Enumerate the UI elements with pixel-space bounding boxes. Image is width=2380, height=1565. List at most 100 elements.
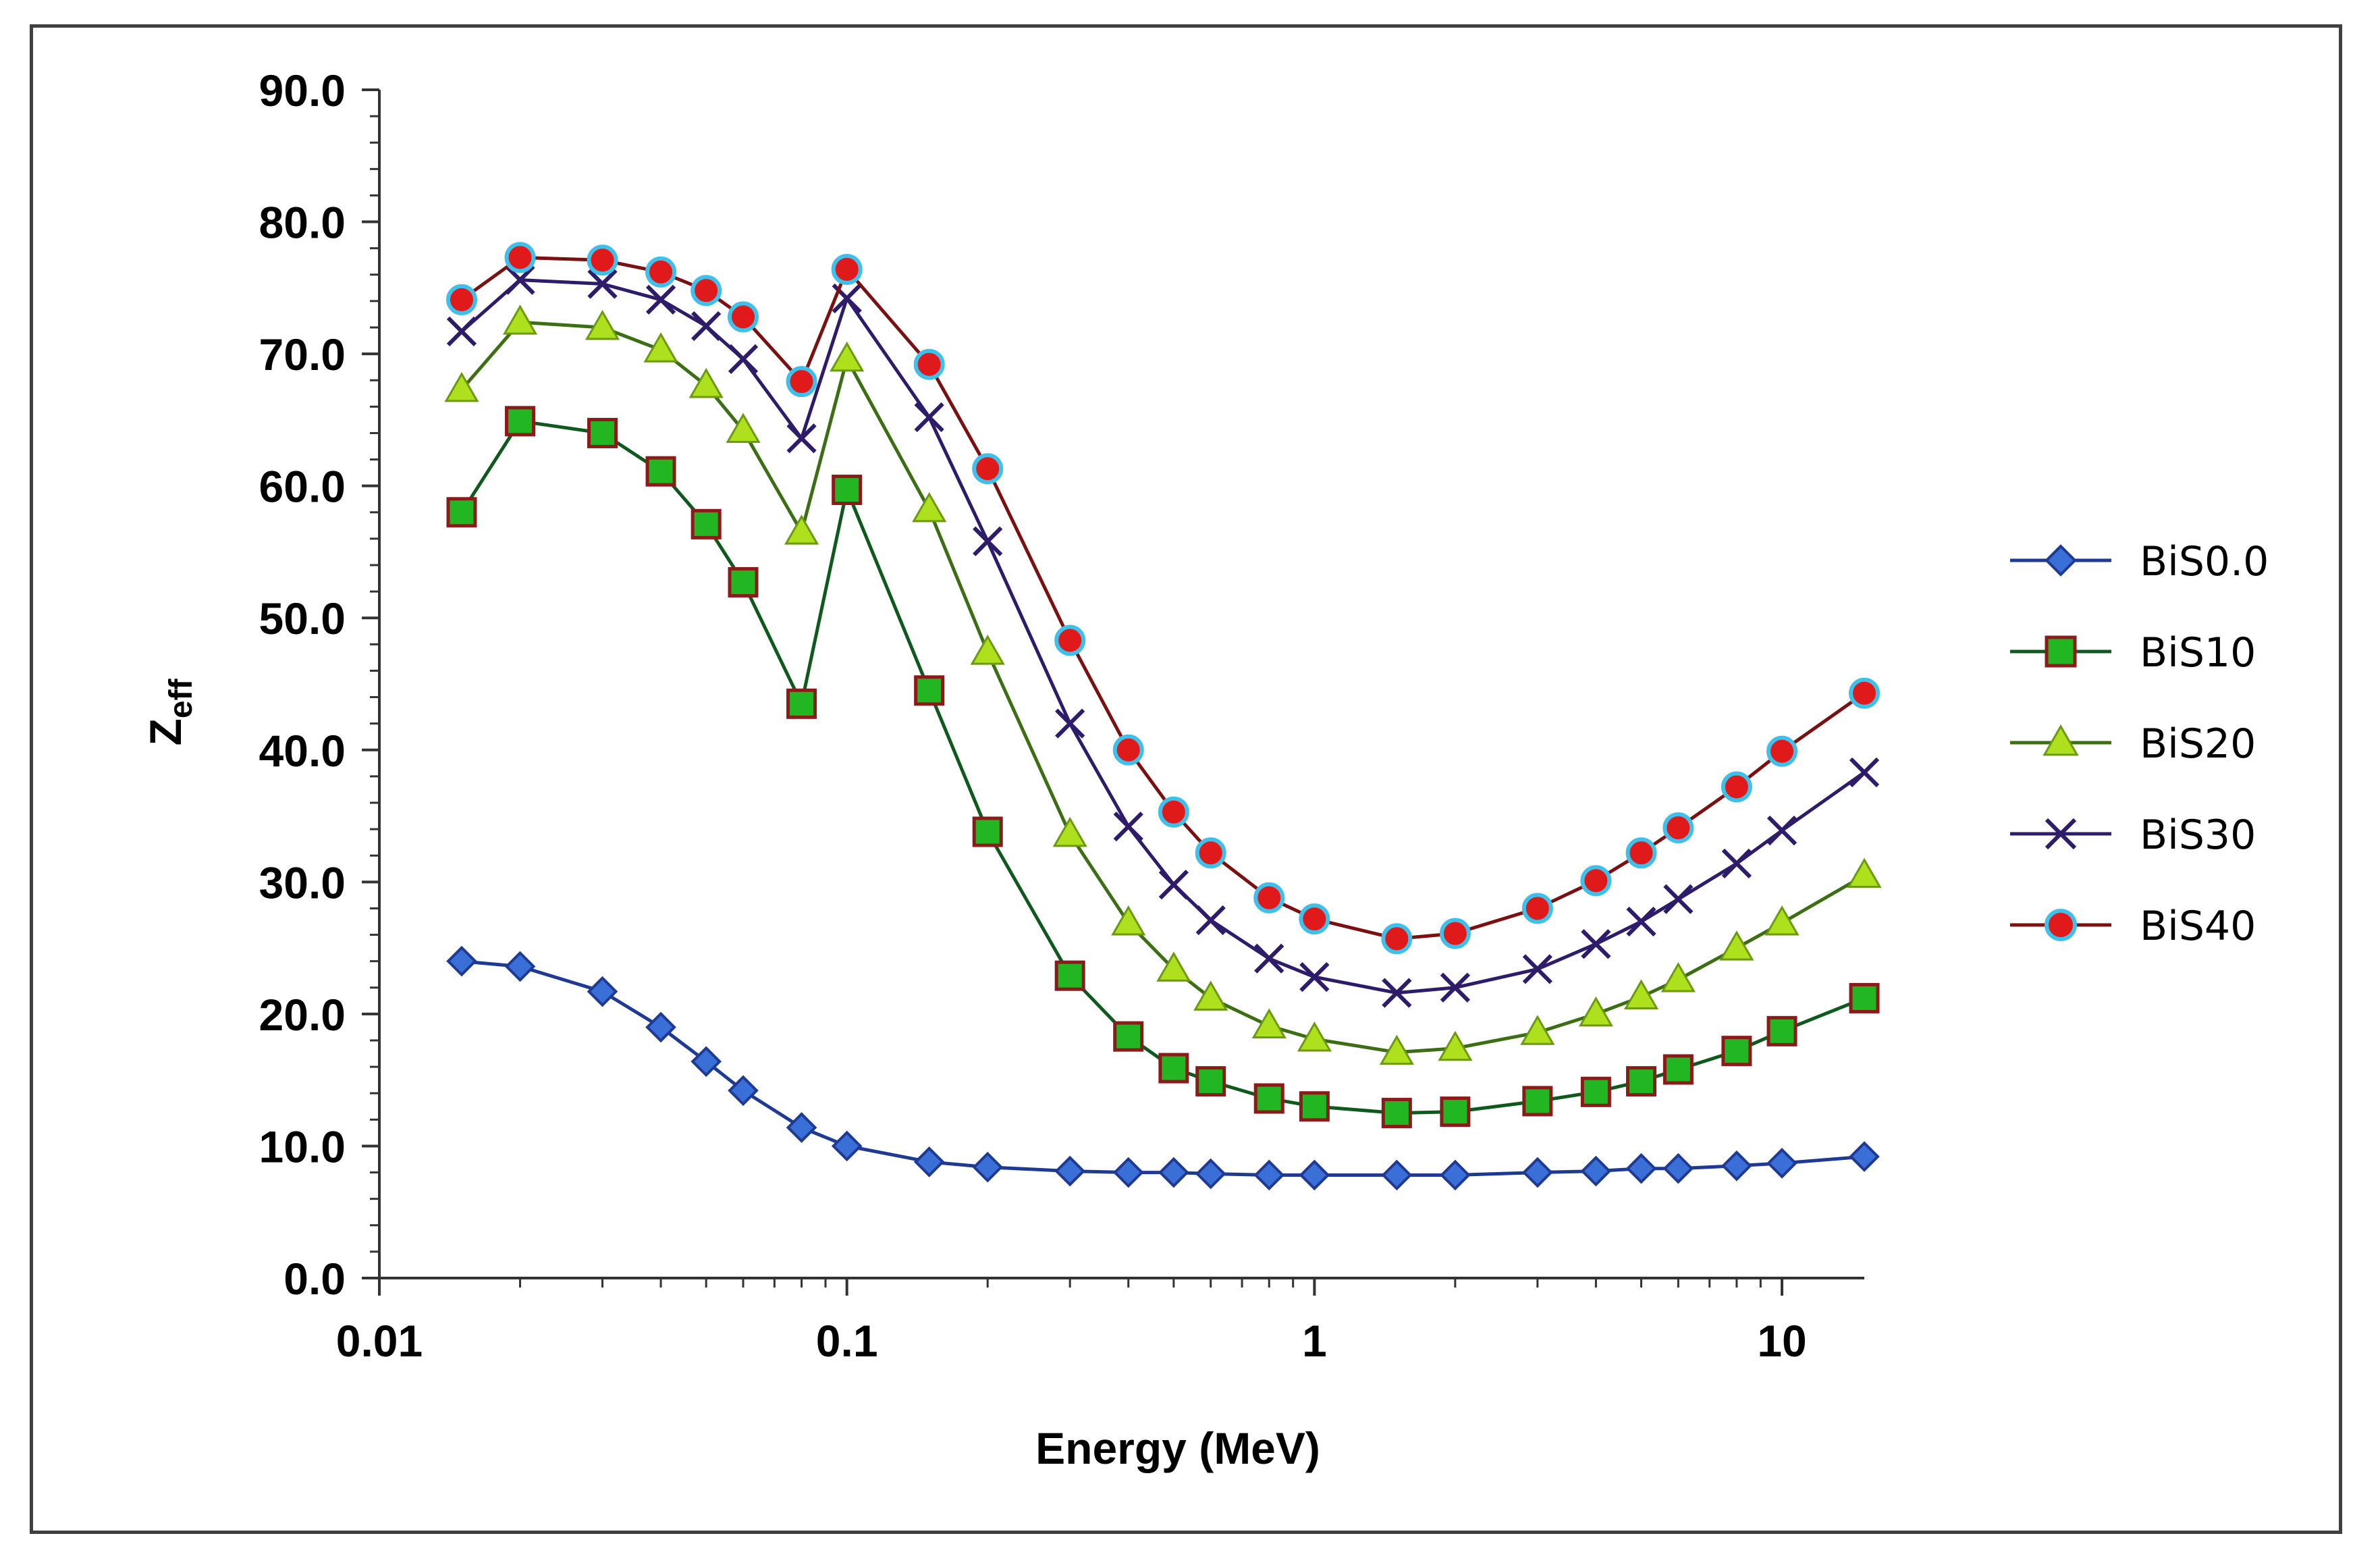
chart-frame [30, 24, 2342, 1534]
y-axis-title-sub: eff [163, 678, 199, 718]
x-stroke [1721, 848, 1752, 879]
data-point-bis40 [1721, 771, 1752, 803]
data-point-bis20 [1379, 1034, 1414, 1065]
data-point-bis0-0 [972, 1151, 1004, 1183]
data-point-bis0-0 [913, 1146, 945, 1177]
x-tick-label: 1 [1302, 1316, 1327, 1366]
axis-labels: Energy (MeV) Zeff [140, 678, 1320, 1473]
data-point-bis30 [1382, 978, 1412, 1008]
data-point-bis10 [1721, 1036, 1752, 1067]
data-point-bis10 [1054, 960, 1085, 991]
series-bis10 [446, 406, 1880, 1129]
data-point-bis0-0 [691, 1046, 722, 1078]
data-point-bis10 [1580, 1076, 1611, 1107]
data-point-bis0-0 [1381, 1159, 1413, 1191]
x-stroke [691, 311, 722, 342]
data-point-bis20 [1111, 905, 1146, 936]
data-point-bis30 [914, 402, 944, 433]
x-tick-label: 0.1 [816, 1316, 878, 1366]
data-point-bis40 [1849, 677, 1880, 709]
data-point-bis10 [1849, 982, 1880, 1013]
x-stroke [914, 402, 944, 433]
data-point-bis0-0 [1580, 1155, 1612, 1187]
data-point-bis30 [1849, 757, 1880, 788]
data-point-bis40 [728, 301, 759, 333]
data-point-bis30 [1254, 943, 1284, 974]
y-tick-label: 70.0 [259, 329, 346, 379]
x-tick-label: 0.01 [336, 1316, 423, 1366]
legend-item-bis30: BiS30 [2010, 812, 2256, 859]
data-point-bis20 [585, 309, 620, 340]
data-point-bis40 [913, 348, 945, 380]
data-point-bis30 [1581, 929, 1611, 959]
data-point-bis20 [1623, 979, 1659, 1009]
x-stroke [1158, 870, 1189, 900]
data-point-bis20 [1520, 1015, 1555, 1045]
legend-item-bis20: BiS20 [2010, 720, 2256, 768]
y-tick-label: 20.0 [259, 990, 346, 1040]
data-point-bis40 [1580, 865, 1612, 897]
data-point-bis20 [502, 304, 538, 335]
x-stroke [1581, 929, 1611, 959]
data-point-bis20 [688, 368, 724, 398]
x-stroke [505, 265, 535, 295]
x-stroke [1522, 954, 1552, 984]
data-point-bis40 [1625, 837, 1657, 869]
data-point-bis0-0 [1766, 1148, 1797, 1179]
data-point-bis20 [1660, 962, 1696, 992]
y-axis-title: Zeff [140, 678, 199, 745]
data-point-bis0-0 [1195, 1158, 1226, 1190]
y-tick-label: 80.0 [259, 198, 346, 248]
y-tick-label: 50.0 [259, 593, 346, 643]
data-point-bis10 [1195, 1066, 1226, 1097]
x-stroke [786, 423, 817, 454]
data-point-bis20 [830, 341, 865, 372]
x-stroke [1113, 812, 1143, 842]
data-point-bis0-0 [786, 1112, 817, 1143]
y-tick-label: 0.0 [283, 1254, 346, 1304]
y-tick-label: 40.0 [259, 726, 346, 776]
x-stroke [2045, 818, 2077, 850]
data-point-bis40 [1521, 893, 1553, 924]
data-point-bis40 [1662, 812, 1694, 844]
x-stroke [832, 283, 862, 314]
data-point-bis10 [972, 816, 1003, 847]
data-point-bis20 [726, 413, 761, 444]
x-axis-title: Energy (MeV) [1035, 1423, 1320, 1473]
data-point-bis40 [972, 453, 1004, 485]
series-line-bis30 [460, 278, 1866, 995]
data-point-bis20 [1764, 905, 1800, 936]
data-point-bis30 [728, 344, 759, 375]
data-point-bis30 [1522, 954, 1552, 984]
y-axis-title-main: Z [140, 718, 190, 745]
data-point-bis10 [446, 497, 477, 528]
legend-label: BiS30 [2140, 812, 2256, 859]
legend-item-bis0-0: BiS0.0 [2010, 538, 2269, 585]
data-point-bis10 [645, 456, 676, 487]
data-point-bis10 [1381, 1098, 1412, 1129]
data-point-bis30 [1299, 962, 1330, 992]
axes: 0.010.020.030.040.050.060.070.080.090.00… [259, 65, 1864, 1366]
data-point-bis40 [587, 244, 618, 276]
data-point-bis10 [1662, 1054, 1694, 1085]
data-point-bis10 [1253, 1083, 1284, 1114]
x-stroke [1195, 905, 1226, 936]
legend-marker [2045, 909, 2077, 941]
data-point-bis10 [505, 406, 536, 437]
data-point-bis0-0 [1721, 1150, 1752, 1182]
data-point-bis30 [1158, 870, 1189, 900]
legend-item-bis10: BiS10 [2010, 629, 2256, 677]
data-point-bis40 [1766, 735, 1798, 767]
data-point-bis40 [1112, 734, 1144, 766]
data-point-bis20 [1847, 857, 1882, 888]
data-point-bis40 [1439, 918, 1471, 949]
data-point-bis30 [786, 423, 817, 454]
data-point-bis0-0 [1625, 1152, 1657, 1184]
data-point-bis10 [786, 688, 817, 719]
legend-label: BiS0.0 [2140, 538, 2269, 585]
data-point-bis10 [1766, 1015, 1797, 1046]
x-stroke [446, 316, 477, 346]
data-point-bis20 [1578, 996, 1613, 1027]
x-stroke [973, 526, 1003, 556]
